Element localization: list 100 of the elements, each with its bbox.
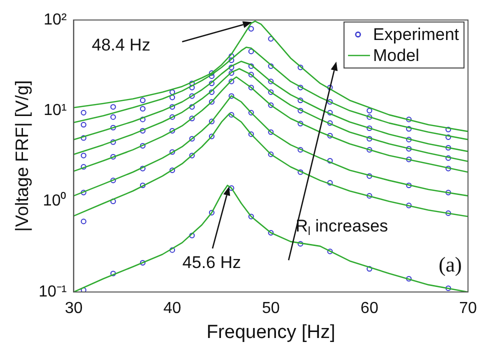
point	[327, 120, 333, 126]
point	[366, 125, 372, 132]
point	[140, 128, 146, 134]
point	[327, 99, 333, 105]
point	[366, 114, 372, 120]
point	[169, 104, 176, 110]
y-tick-label: 10²	[44, 11, 68, 28]
legend-label: Experiment	[373, 25, 460, 44]
point	[268, 230, 274, 236]
point	[298, 84, 304, 90]
x-tick-label: 70	[459, 300, 477, 318]
point	[298, 98, 304, 104]
annotation: (a)	[438, 252, 462, 277]
point	[406, 156, 412, 162]
point	[298, 169, 304, 175]
point	[445, 210, 452, 216]
point	[80, 135, 86, 141]
point	[189, 84, 195, 90]
point	[169, 149, 176, 155]
point	[208, 118, 215, 124]
point	[268, 89, 274, 95]
point	[406, 276, 412, 282]
point	[327, 248, 333, 254]
point	[445, 166, 452, 172]
point	[248, 110, 254, 116]
point	[248, 26, 254, 32]
point	[189, 232, 195, 238]
y-axis-title: |Voltage FRF| [V/g]	[12, 80, 32, 232]
point	[298, 64, 304, 70]
point	[327, 132, 333, 138]
point	[406, 146, 412, 152]
point	[445, 126, 452, 132]
point	[208, 70, 215, 76]
point	[208, 73, 215, 79]
point	[140, 260, 146, 266]
point	[169, 247, 176, 253]
point	[80, 218, 86, 224]
point	[80, 164, 86, 170]
point	[169, 128, 176, 134]
point	[169, 167, 176, 174]
point	[248, 214, 254, 220]
point	[140, 116, 146, 122]
point	[445, 285, 452, 292]
point	[366, 193, 372, 199]
point	[366, 266, 372, 272]
annotation: 48.4 Hz	[92, 36, 150, 55]
point	[140, 166, 146, 172]
point	[268, 78, 274, 84]
point	[189, 152, 195, 158]
point	[80, 110, 86, 116]
point	[208, 134, 215, 140]
point	[406, 116, 412, 122]
point	[189, 93, 195, 99]
point	[445, 144, 452, 151]
x-tick-label: 30	[64, 300, 83, 318]
point	[327, 158, 333, 164]
point	[268, 36, 274, 42]
point	[80, 122, 86, 128]
point	[268, 63, 274, 69]
point	[110, 139, 116, 145]
point	[445, 155, 452, 161]
point	[110, 104, 116, 110]
point	[110, 114, 116, 120]
point	[228, 53, 234, 59]
point	[248, 48, 254, 54]
point	[80, 152, 86, 158]
point	[80, 190, 86, 196]
point	[298, 241, 304, 247]
point	[189, 136, 195, 142]
point	[110, 198, 116, 204]
point	[169, 114, 176, 120]
point	[366, 173, 372, 179]
point	[208, 89, 215, 95]
point	[110, 270, 116, 276]
point	[169, 89, 176, 95]
y-tick-label: 10¹	[44, 102, 67, 120]
legend-label: Model	[373, 46, 420, 66]
point	[169, 94, 176, 100]
point	[189, 104, 195, 110]
point	[445, 134, 452, 140]
point	[228, 93, 234, 99]
point	[406, 202, 412, 208]
point	[406, 136, 412, 142]
point	[248, 72, 254, 78]
point	[228, 112, 234, 118]
point	[208, 99, 215, 105]
point	[248, 84, 254, 90]
point	[189, 116, 195, 122]
point	[366, 147, 372, 153]
x-tick-label: 40	[163, 300, 182, 318]
point	[110, 178, 116, 184]
x-tick-label: 50	[262, 300, 280, 318]
x-axis-title: Frequency [Hz]	[206, 322, 336, 343]
point	[268, 129, 274, 135]
point	[228, 64, 234, 70]
point	[327, 110, 333, 116]
point	[268, 102, 274, 108]
point	[268, 152, 274, 158]
point	[140, 106, 146, 112]
y-tick-label: 10⁻¹	[38, 283, 67, 300]
